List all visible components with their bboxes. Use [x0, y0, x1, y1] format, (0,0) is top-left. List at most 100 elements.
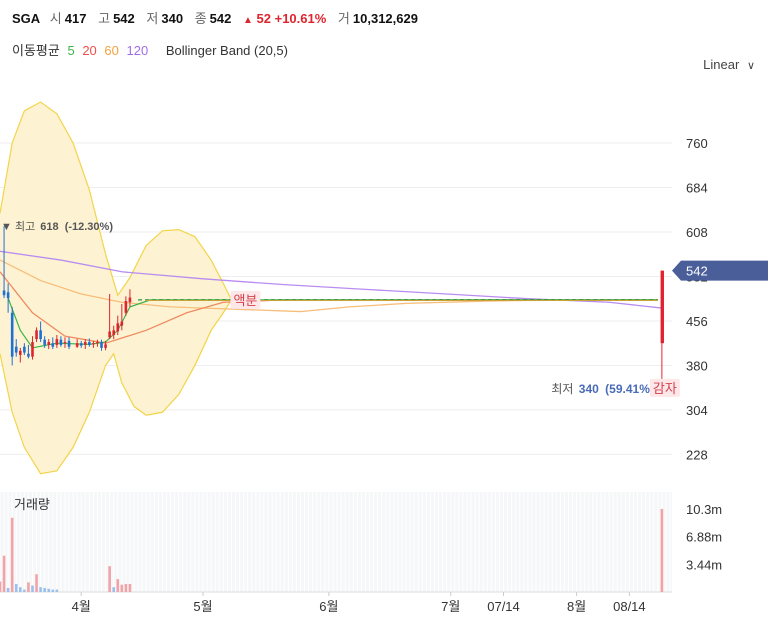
price-tick-label: 456	[686, 314, 708, 329]
volume-bar	[108, 566, 111, 592]
volume-bar	[43, 587, 46, 592]
volume-bar	[10, 517, 14, 592]
candle-body	[120, 321, 124, 326]
volume-title: 거래량	[14, 497, 50, 512]
candle-body	[10, 312, 14, 357]
price-tick-label: 684	[686, 180, 708, 195]
last-price-tag: 542	[672, 260, 768, 281]
candle-body	[2, 290, 6, 296]
ma20-label: 20	[82, 43, 97, 58]
bollinger-upper-line	[0, 101, 232, 301]
candle-body	[43, 339, 46, 345]
open-label: 시	[49, 11, 62, 26]
candle-body	[128, 297, 132, 303]
last-price-tag-shape	[672, 260, 768, 281]
date-tick-label: 5월	[193, 599, 212, 614]
price-tick-label: 608	[686, 225, 708, 240]
low-value: 340	[161, 11, 184, 26]
candle-body	[14, 346, 18, 353]
volume-bar	[2, 555, 6, 592]
split-annotation-box	[230, 290, 261, 309]
candle-body	[112, 330, 115, 335]
ticker-symbol: SGA	[12, 11, 41, 26]
price-tick-label: 228	[686, 447, 708, 462]
candle-body	[35, 330, 38, 340]
volume-bar	[116, 579, 120, 592]
change-arrow-icon: ▲	[242, 15, 253, 26]
bollinger-band-label: Bollinger Band (20,5)	[165, 43, 288, 58]
high-marker-value: 618	[40, 221, 58, 233]
volume-value: 10,312,629	[352, 11, 418, 26]
ma5-label: 5	[67, 43, 75, 58]
low-marker: 최저 340 (59.41%)	[551, 382, 654, 396]
volume-bar	[27, 582, 30, 592]
scale-toggle[interactable]: Linear ∨	[703, 57, 755, 72]
date-tick-label: 8월	[567, 599, 586, 614]
open-value: 417	[64, 11, 87, 26]
volume-tick-label: 6.88m	[686, 530, 722, 545]
volume-bar	[660, 508, 664, 592]
high-marker-percent: (-12.30%)	[65, 221, 114, 233]
volume-bar	[120, 584, 124, 592]
volume-background	[0, 492, 672, 593]
candle-body	[31, 342, 34, 357]
reverse-split-annotation: 감자	[649, 378, 680, 397]
candle-body	[55, 339, 59, 345]
reverse-split-annotation-text: 감자	[653, 381, 677, 396]
low-label: 저	[146, 11, 159, 26]
bollinger-band-fill	[0, 102, 232, 474]
candle-body	[124, 301, 128, 313]
price-tick-label: 304	[686, 403, 708, 418]
candle-body	[23, 346, 26, 353]
price-tick-label: 380	[686, 358, 708, 373]
candle-body	[51, 343, 55, 347]
low-marker-value: 340	[579, 382, 599, 396]
volume-bar	[14, 583, 18, 592]
change-value: 52	[256, 11, 271, 26]
high-value: 542	[113, 11, 135, 26]
close-label: 종	[194, 11, 207, 26]
candle-body	[100, 342, 103, 348]
volume-bar	[47, 588, 51, 592]
volume-tick-label: 3.44m	[686, 557, 722, 572]
candles	[2, 226, 664, 389]
volume-bar	[35, 574, 38, 592]
quote-header: SGA 시 417 고 542 저 340 종 542 ▲ 52 +10.61% 거 10…	[12, 8, 426, 27]
indicator-legend[interactable]: 이동평균 5 20 60 120 Bollinger Band (20,5)	[12, 40, 292, 59]
candle-body	[83, 342, 87, 345]
high-marker-label: 최고	[15, 220, 35, 233]
candle-body	[67, 340, 71, 347]
volume-bar	[51, 589, 55, 592]
volume-bar	[124, 583, 128, 592]
close-value: 542	[209, 11, 232, 26]
volume-bar	[23, 589, 26, 592]
ma60-label: 60	[104, 43, 119, 58]
candle-body	[660, 270, 664, 344]
bollinger-lower-line	[0, 299, 232, 475]
high-marker-arrow: ▼	[1, 221, 15, 233]
candle-body	[27, 353, 30, 357]
volume-area	[0, 492, 672, 592]
candle-body	[104, 344, 107, 348]
scale-toggle-label: Linear	[703, 57, 740, 72]
chevron-down-icon: ∨	[746, 60, 755, 72]
moving-average-title: 이동평균	[12, 43, 60, 58]
split-annotation-text: 액분	[233, 293, 257, 308]
volume-bar	[39, 587, 42, 592]
split-annotation: 액분	[230, 290, 261, 309]
bollinger-band	[0, 101, 232, 475]
volume-bar	[19, 587, 22, 592]
date-tick-label: 4월	[72, 599, 91, 614]
date-tick-label: 6월	[319, 599, 338, 614]
volume-bar	[31, 585, 34, 592]
change-percent: +10.61%	[274, 11, 327, 26]
volume-bar	[6, 587, 10, 592]
date-tick-label: 7월	[441, 599, 460, 614]
ma120-label: 120	[126, 43, 149, 58]
candle-body	[6, 292, 10, 299]
volume-bars	[0, 508, 664, 592]
candle-body	[63, 342, 67, 344]
last-price-tag-text: 542	[686, 264, 708, 279]
